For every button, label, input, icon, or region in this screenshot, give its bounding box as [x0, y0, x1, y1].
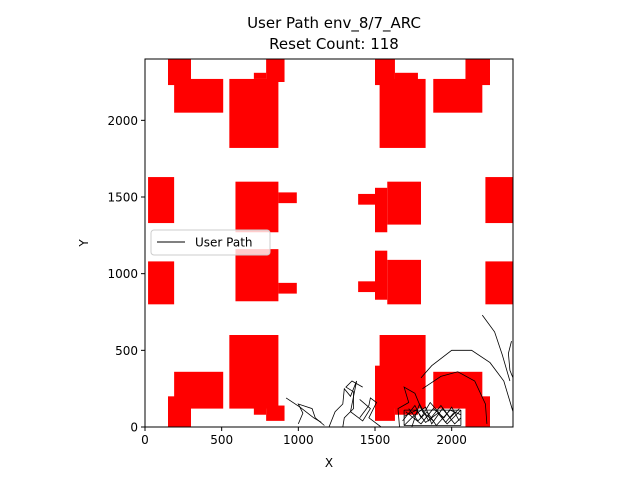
y-tick-label: 1500	[107, 191, 138, 205]
user-path-segment-12	[408, 408, 462, 427]
chart-subtitle: Reset Count: 118	[269, 35, 399, 53]
user-path-segment-7	[342, 380, 363, 427]
x-tick-label: 500	[210, 433, 233, 447]
obstacle-0	[168, 59, 191, 86]
obstacle-17	[148, 261, 175, 305]
obstacle-6	[394, 72, 418, 82]
user-path-segment-2	[420, 349, 513, 412]
user-path-segment-0	[481, 314, 511, 382]
user-path-segment-8	[359, 397, 382, 427]
obstacle-7	[379, 78, 426, 148]
user-path-segment-5	[297, 403, 325, 426]
obstacle-21	[375, 250, 388, 300]
user-path-segment-3	[422, 371, 488, 424]
obstacle-28	[266, 405, 285, 421]
obstacle-11	[235, 181, 279, 233]
obstacle-5	[375, 59, 395, 86]
obstacle-3	[253, 72, 267, 79]
user-path-layer	[285, 314, 513, 427]
obstacle-9	[465, 59, 490, 86]
obstacle-14	[375, 187, 388, 233]
y-tick-label: 2000	[107, 114, 138, 128]
user-path-segment-14	[403, 406, 462, 426]
legend-entry-user-path: User Path	[195, 236, 253, 250]
obstacle-2	[229, 78, 279, 148]
y-axis-label: Y	[77, 239, 91, 248]
obstacle-16	[485, 177, 513, 224]
obstacle-23	[485, 261, 513, 305]
x-tick-label: 2000	[436, 433, 467, 447]
x-tick-label: 1500	[360, 433, 391, 447]
obstacle-18	[235, 249, 279, 302]
obstacle-1	[174, 78, 224, 113]
chart-title: User Path env_8/7_ARC	[247, 14, 421, 33]
user-path-segment-6	[328, 380, 371, 427]
user-path-segment-11	[405, 406, 460, 425]
obstacle-26	[229, 335, 279, 409]
obstacle-layer	[148, 59, 513, 427]
obstacle-25	[174, 371, 224, 409]
plot-frame	[144, 58, 514, 428]
y-axis: 0 500 1000 1500 2000	[107, 114, 145, 435]
obstacle-20	[358, 281, 375, 293]
obstacle-31	[379, 335, 426, 409]
obstacle-13	[358, 193, 375, 205]
y-tick-label: 1000	[107, 267, 138, 281]
y-tick-label: 0	[130, 421, 138, 435]
obstacle-15	[387, 181, 421, 225]
obstacle-19	[278, 282, 297, 294]
y-tick-label: 500	[115, 344, 138, 358]
obstacle-10	[148, 177, 175, 224]
user-path-segment-15	[411, 403, 460, 427]
x-tick-label: 0	[141, 433, 149, 447]
legend: User Path	[150, 229, 271, 256]
legend-box	[150, 229, 271, 256]
obstacle-22	[387, 259, 421, 305]
obstacle-4	[266, 59, 285, 82]
x-tick-label: 1000	[283, 433, 314, 447]
user-path-segment-9	[397, 386, 434, 427]
x-axis: 0 500 1000 1500 2000	[141, 427, 467, 447]
obstacle-12	[278, 192, 297, 204]
obstacle-27	[253, 405, 267, 415]
x-axis-label: X	[325, 456, 333, 470]
user-path-segment-13	[403, 409, 462, 425]
user-path-segment-1	[507, 341, 513, 379]
